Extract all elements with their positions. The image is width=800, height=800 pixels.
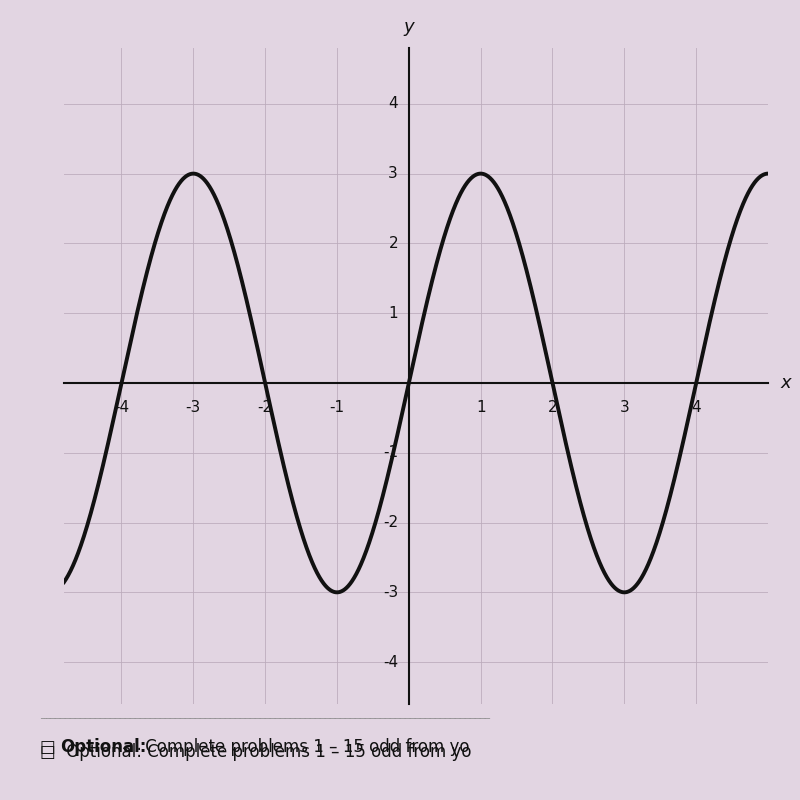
Text: -2: -2 — [258, 401, 273, 415]
Text: -3: -3 — [186, 401, 201, 415]
Text: 4: 4 — [691, 401, 701, 415]
Text: 1: 1 — [476, 401, 486, 415]
Text: ────────────────────────────────────────────────────────────────────────────────: ────────────────────────────────────────… — [40, 713, 490, 722]
Text: x: x — [781, 374, 791, 392]
Text: y: y — [403, 18, 414, 36]
Text: Complete problems 1 – 15 odd from yo: Complete problems 1 – 15 odd from yo — [140, 738, 470, 756]
Text: -4: -4 — [114, 401, 129, 415]
Text: □: □ — [40, 738, 66, 756]
Text: 2: 2 — [548, 401, 558, 415]
Text: 1: 1 — [389, 306, 398, 321]
Text: -1: -1 — [383, 446, 398, 460]
Text: -1: -1 — [330, 401, 345, 415]
Text: □  Optional: Complete problems 1 – 15 odd from yo: □ Optional: Complete problems 1 – 15 odd… — [40, 743, 471, 761]
Text: 2: 2 — [389, 236, 398, 251]
Text: -2: -2 — [383, 515, 398, 530]
Text: 3: 3 — [619, 401, 630, 415]
Text: 3: 3 — [388, 166, 398, 181]
Text: 4: 4 — [389, 96, 398, 111]
Text: -4: -4 — [383, 654, 398, 670]
Text: -3: -3 — [382, 585, 398, 600]
Text: Optional:: Optional: — [60, 738, 146, 756]
